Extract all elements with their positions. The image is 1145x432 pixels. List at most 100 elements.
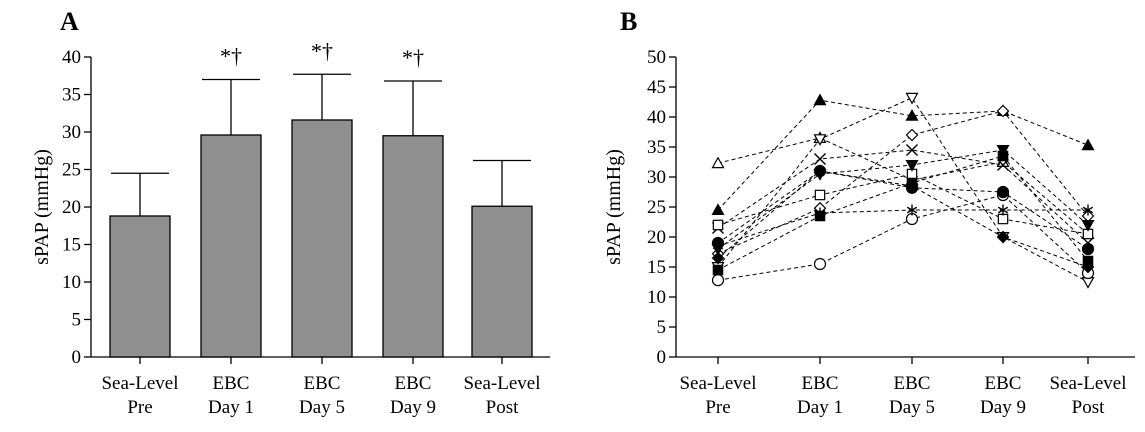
panel-b-y-tick-label: 5	[657, 317, 667, 338]
panel-a-y-tick-label: 0	[72, 347, 82, 368]
data-point-triangle-filled	[905, 109, 919, 121]
bar	[291, 119, 353, 358]
data-point-star	[997, 204, 1009, 216]
panel-b-series	[711, 92, 1095, 289]
panel-b-y-tick-label: 25	[647, 197, 666, 218]
series-line	[717, 173, 1089, 235]
data-point-circle-filled	[1081, 242, 1095, 256]
series-line	[717, 209, 1088, 247]
series	[711, 131, 1095, 239]
data-point-x	[997, 159, 1009, 171]
data-point-diamond-filled	[813, 164, 827, 178]
bar	[200, 134, 262, 358]
series	[711, 145, 1095, 256]
data-point-star	[906, 204, 918, 216]
panel-a-y-tick-label: 15	[62, 235, 81, 256]
panel-b-x-tick-label: Sea-Level	[679, 373, 756, 394]
significance-annotation: *†	[220, 44, 242, 69]
panel-a-x-tick-label: EBC	[395, 373, 432, 394]
data-point-triangle-filled	[813, 93, 827, 106]
data-point-x	[906, 144, 918, 156]
panel-a-y-tick-label: 40	[62, 47, 81, 68]
panel-b-x-tick-label: Post	[1072, 397, 1105, 418]
panel-b-y-tick-label: 15	[647, 257, 666, 278]
series	[711, 164, 1095, 274]
panel-a-y-axis: 0 5 10 15 20 25 30 35 40	[62, 47, 92, 368]
panel-a-x-tick-label: Day 5	[299, 397, 345, 418]
series	[711, 104, 1095, 261]
panel-b-y-tick-label: 10	[647, 287, 666, 308]
panel-a: A sPAP (mmHg) 0 5 10 15 20 25 30 35 40 Sea-Level…	[31, 7, 550, 418]
panel-b-y-tick-label: 35	[647, 137, 666, 158]
data-point-triangle-down-filled	[905, 160, 919, 172]
series	[712, 204, 1094, 252]
series	[711, 93, 1095, 215]
data-point-triangle-down-filled	[996, 145, 1010, 157]
series	[712, 150, 1094, 276]
data-point-diamond-filled	[1081, 260, 1095, 274]
panel-b-y-tick-label: 40	[647, 107, 666, 128]
data-point-circle-open	[711, 274, 725, 287]
data-point-triangle-down-open	[813, 134, 827, 146]
panel-b-y-tick-label: 45	[647, 77, 666, 98]
panel-b-y-tick-label: 0	[657, 347, 667, 368]
panel-a-y-tick-label: 35	[62, 85, 81, 106]
panel-a-x-tick-label: EBC	[304, 373, 341, 394]
data-point-star	[1082, 204, 1094, 216]
panel-a-ylabel: sPAP (mmHg)	[31, 149, 53, 265]
data-point-triangle-open	[711, 156, 725, 169]
panel-b-y-tick-label: 20	[647, 227, 666, 248]
data-point-triangle-filled	[1081, 138, 1095, 151]
panel-a-x-axis: Sea-Level Pre EBC Day 1 EBC Day 5 EBC Day 9 Sea-…	[91, 356, 550, 418]
data-point-star	[712, 240, 724, 252]
panel-a-x-tick-label: Sea-Level	[101, 373, 178, 394]
series-line	[717, 149, 1089, 244]
series	[711, 188, 1095, 287]
bar	[471, 205, 533, 358]
data-point-square-open	[814, 189, 826, 201]
data-point-star	[814, 207, 826, 219]
series-line	[717, 97, 1089, 283]
panel-b-x-tick-label: EBC	[985, 373, 1022, 394]
data-point-diamond-filled	[711, 251, 725, 265]
panel-a-x-tick-label: Day 9	[390, 397, 436, 418]
panel-a-y-tick-label: 10	[62, 272, 81, 293]
data-point-triangle-filled	[711, 203, 725, 215]
data-point-circle-filled	[996, 185, 1010, 199]
panel-a-x-tick-label: Day 1	[208, 397, 254, 418]
data-point-square-open	[712, 219, 724, 231]
panel-b-x-tick-label: EBC	[894, 373, 931, 394]
data-point-triangle-down-open	[905, 92, 919, 105]
panel-b: B sPAP (mmHg) 0 5 10 15 20 25 30 35 40 45 50 Sea-L…	[603, 7, 1135, 418]
panel-b-y-tick-label: 50	[647, 47, 666, 68]
panel-b-x-tick-label: Pre	[705, 397, 730, 418]
panel-a-y-tick-label: 25	[62, 160, 81, 181]
data-point-x	[814, 153, 826, 165]
data-point-square-open	[997, 213, 1009, 225]
panel-b-y-axis: 0 5 10 15 20 25 30 35 40 45 50	[647, 47, 677, 368]
series	[711, 92, 1095, 289]
series-line	[717, 149, 1089, 250]
series-line	[717, 99, 1089, 211]
panel-b-x-tick-label: EBC	[802, 373, 839, 394]
panel-a-x-tick-label: Pre	[127, 397, 152, 418]
panel-a-x-tick-label: Sea-Level	[463, 373, 540, 394]
data-point-square-filled	[712, 264, 724, 276]
panel-a-y-tick-label: 20	[62, 197, 81, 218]
panel-b-x-tick-label: Day 9	[980, 397, 1026, 418]
panel-a-x-tick-label: Post	[486, 397, 519, 418]
bar	[109, 215, 171, 358]
data-point-diamond-open	[996, 104, 1010, 118]
data-point-diamond-filled	[905, 179, 919, 193]
bar	[382, 135, 444, 358]
data-point-diamond-filled	[996, 230, 1010, 244]
panel-b-x-tick-label: Day 5	[889, 397, 935, 418]
data-point-triangle-down-filled	[1081, 220, 1095, 232]
panel-b-x-tick-label: Day 1	[797, 397, 843, 418]
panel-b-x-axis: Sea-Level Pre EBC Day 1 EBC Day 5 EBC Day 9 Sea-…	[676, 356, 1135, 418]
significance-annotation: *†	[311, 38, 333, 63]
panel-a-bars: *† *† *†	[109, 38, 533, 358]
series	[712, 168, 1094, 240]
panel-b-label: B	[620, 7, 637, 36]
panel-a-y-tick-label: 30	[62, 122, 81, 143]
